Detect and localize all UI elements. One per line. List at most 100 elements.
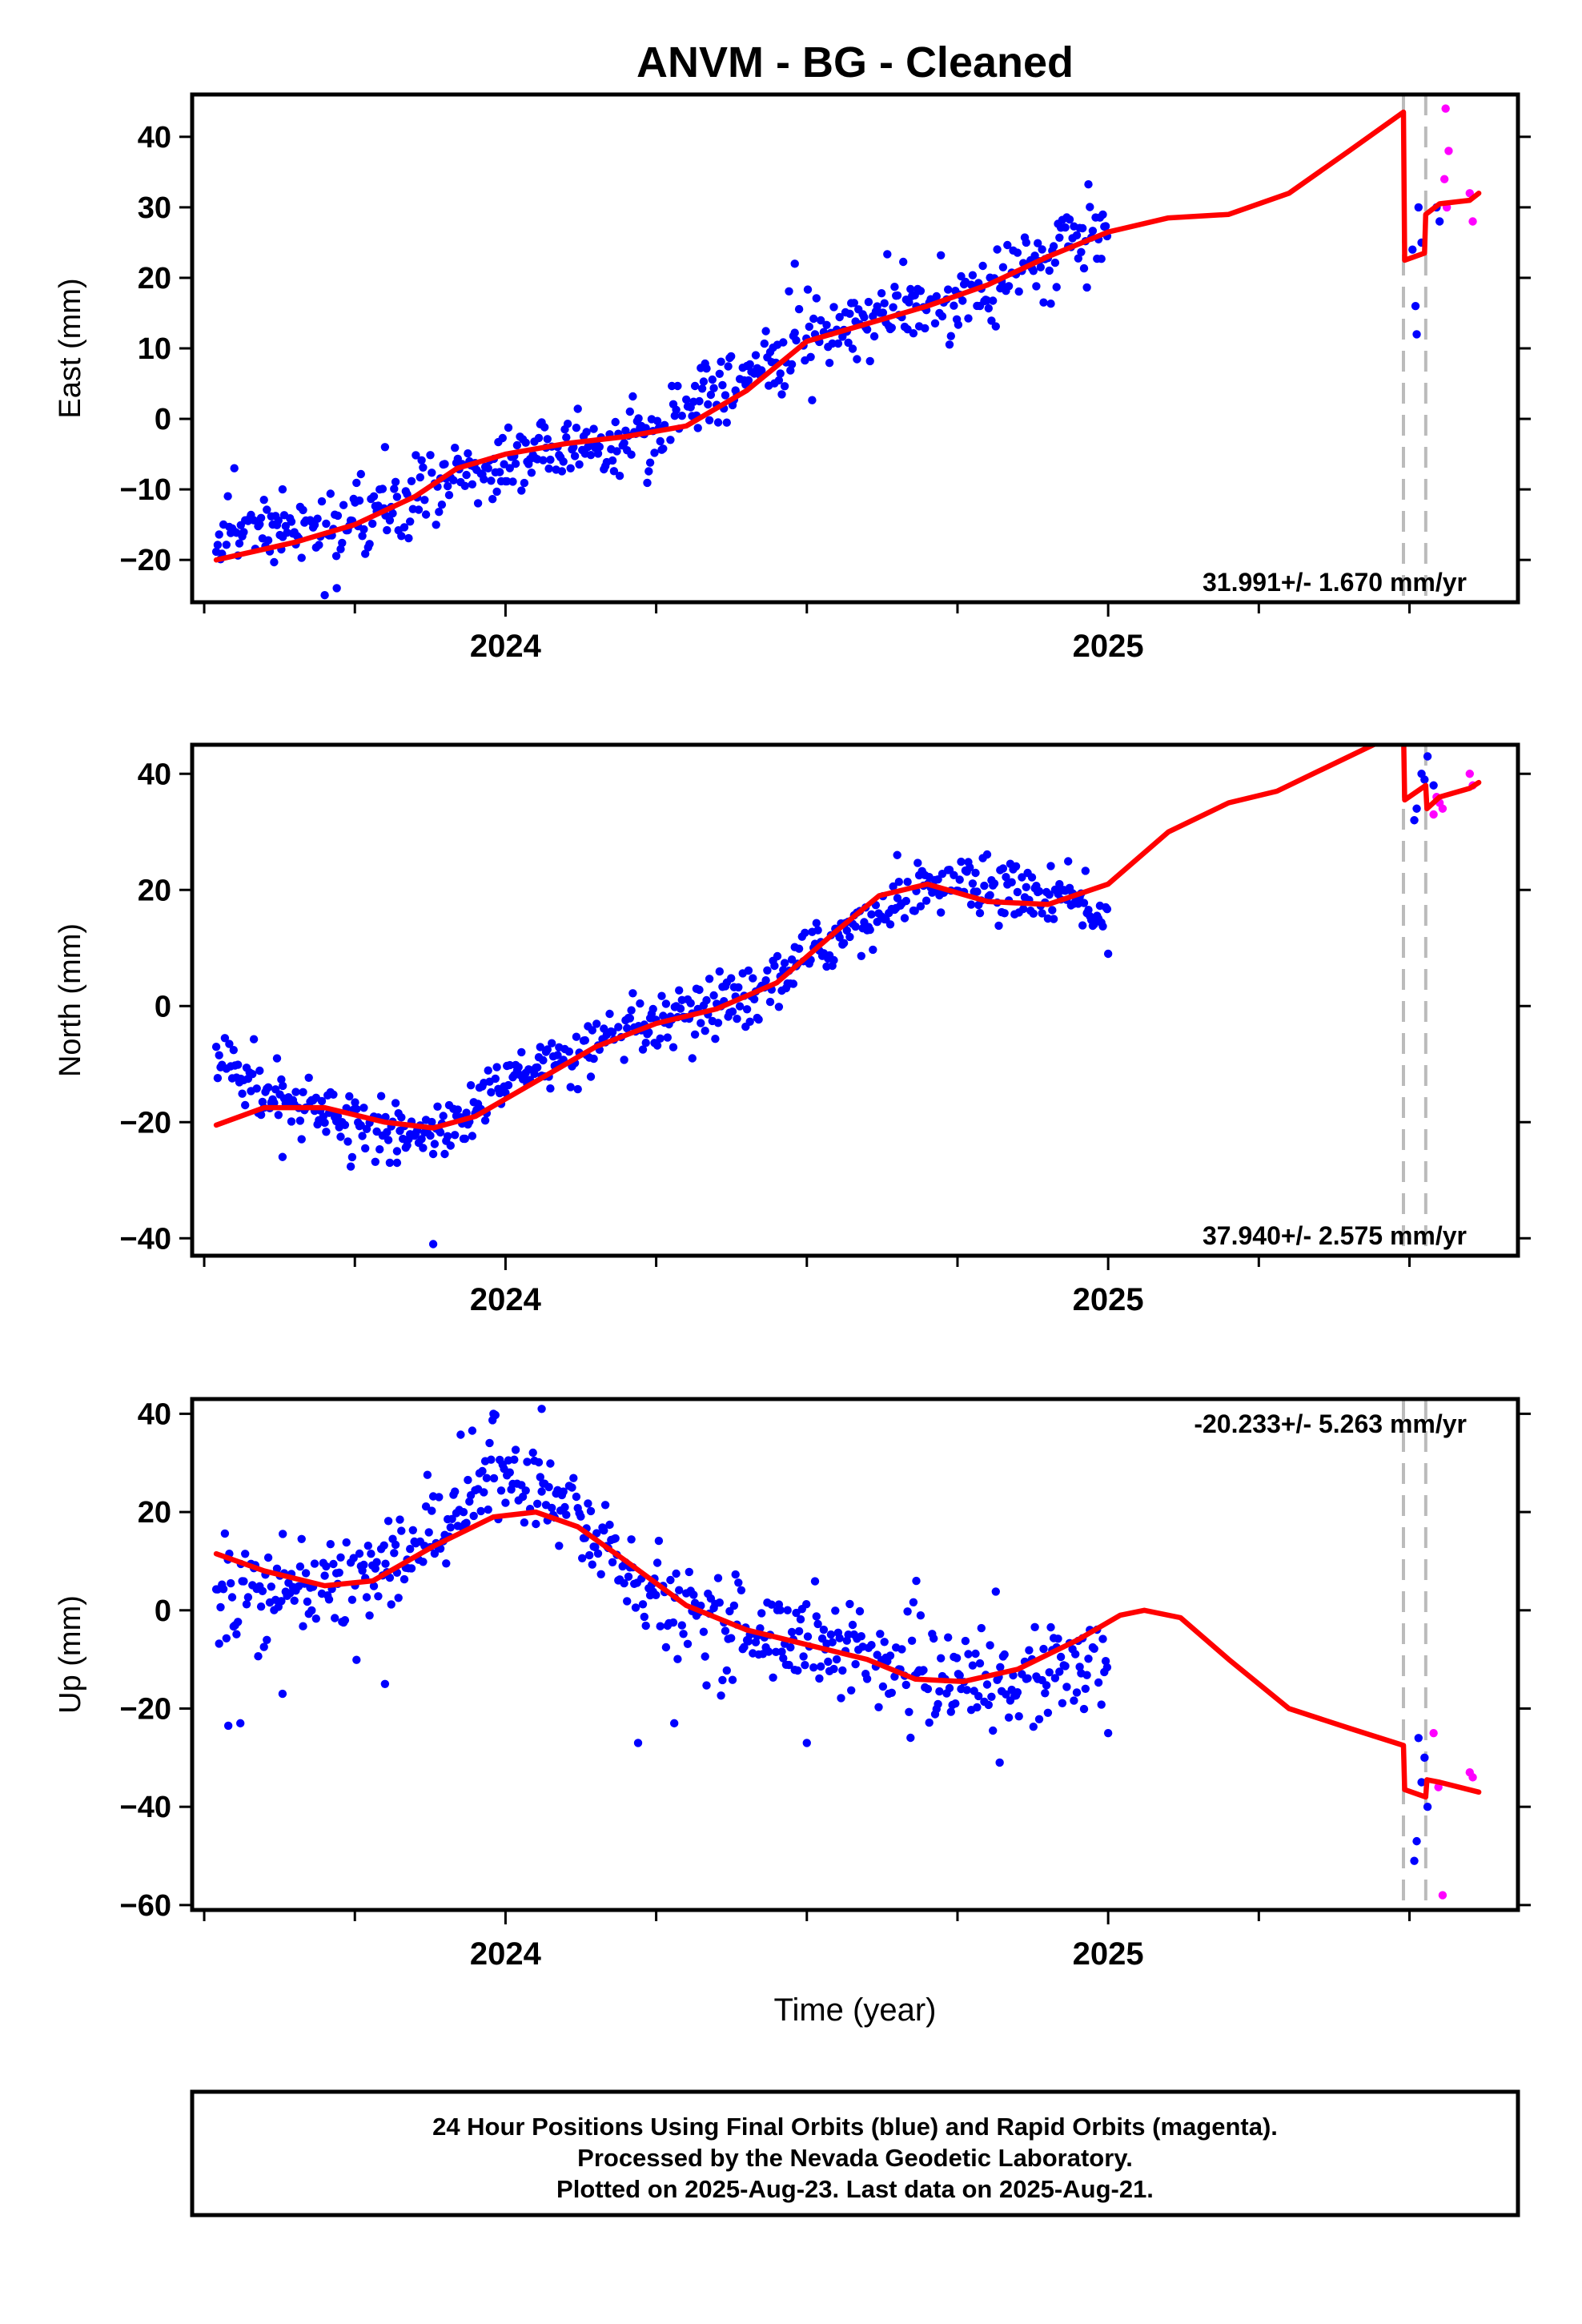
y-tick-label: −20 (120, 1106, 171, 1140)
final-point (697, 1019, 705, 1027)
final-point (1079, 263, 1089, 273)
final-point (786, 1642, 795, 1652)
final-point (440, 460, 449, 468)
final-point (1046, 1622, 1055, 1632)
final-point (1034, 887, 1044, 896)
final-point (326, 489, 335, 498)
final-point (644, 1027, 653, 1037)
final-point (222, 541, 231, 549)
final-point (444, 491, 454, 500)
final-point (644, 467, 653, 476)
final-point (803, 1632, 813, 1641)
final-point (828, 339, 837, 348)
final-point (656, 1622, 665, 1630)
axes-frame (190, 1397, 1520, 1912)
final-point (996, 1663, 1005, 1671)
final-point (1050, 1674, 1060, 1683)
final-point (1054, 1634, 1062, 1643)
final-point (478, 1466, 487, 1476)
final-point (555, 1542, 564, 1550)
final-point (299, 1088, 307, 1097)
final-point (715, 1598, 724, 1607)
final-point (1058, 1699, 1067, 1707)
final-point (961, 1636, 970, 1646)
final-point (907, 1636, 917, 1645)
final-point (873, 302, 881, 311)
final-point (853, 355, 861, 364)
final-point (913, 858, 922, 867)
final-point (573, 1084, 582, 1094)
final-point (400, 1574, 409, 1584)
final-point (1084, 1655, 1093, 1663)
final-point (777, 390, 786, 399)
final-point (456, 1430, 465, 1439)
final-point (761, 327, 770, 336)
final-point (437, 501, 447, 509)
final-point (899, 257, 908, 267)
final-point (934, 875, 942, 884)
final-point (1046, 300, 1055, 308)
final-point (592, 1019, 601, 1028)
final-point (673, 381, 682, 391)
final-point (322, 1128, 331, 1136)
final-point (973, 1703, 982, 1712)
rapid-point (1465, 770, 1474, 778)
final-point (733, 1015, 741, 1023)
final-point (1079, 1704, 1089, 1714)
final-point (596, 1570, 605, 1579)
final-point (705, 975, 714, 983)
final-point (735, 1002, 745, 1011)
final-point (274, 1111, 283, 1120)
final-point (1098, 922, 1107, 931)
final-point (235, 539, 244, 548)
final-point (877, 289, 886, 298)
final-point (757, 366, 766, 375)
final-point (600, 1501, 610, 1510)
final-point (627, 1006, 636, 1015)
final-point (238, 1089, 247, 1098)
final-point (934, 1699, 942, 1709)
final-point (885, 1651, 895, 1660)
final-point (689, 1590, 698, 1599)
footer-line-3: Plotted on 2025-Aug-23. Last data on 202… (556, 2175, 1154, 2203)
final-point (718, 380, 727, 390)
final-point (905, 298, 913, 307)
final-point (358, 1132, 367, 1140)
final-point (887, 324, 897, 332)
final-point (906, 284, 915, 294)
final-point (464, 1475, 472, 1485)
final-point (709, 384, 718, 392)
final-point (661, 999, 671, 1008)
final-point (803, 285, 813, 294)
final-outlier-point (1103, 949, 1113, 959)
final-point (1056, 1652, 1066, 1662)
final-outlier-point (790, 259, 799, 268)
final-point (1420, 775, 1429, 784)
final-outlier-point (380, 1679, 390, 1689)
final-point (213, 541, 223, 549)
final-point (611, 417, 620, 427)
final-point (652, 1558, 662, 1567)
final-point (887, 1688, 897, 1697)
final-point (338, 538, 347, 548)
y-tick-label: −10 (120, 473, 171, 507)
final-point (638, 1600, 648, 1609)
rapid-point (1468, 1773, 1477, 1782)
final-point (1013, 248, 1022, 257)
final-point (428, 468, 436, 477)
final-point (677, 1621, 686, 1630)
final-point (903, 878, 912, 887)
final-point (359, 525, 368, 534)
final-point (612, 447, 621, 456)
final-point (1070, 1696, 1078, 1705)
final-point (699, 1627, 709, 1636)
final-point (1039, 298, 1048, 307)
final-outlier-point (236, 1719, 245, 1728)
final-point (966, 900, 976, 909)
x-axis: 2024 2025 (203, 602, 1411, 664)
final-point (777, 1647, 786, 1656)
final-point (1098, 1634, 1107, 1643)
y-tick-label: 40 (138, 1397, 171, 1431)
final-point (419, 1558, 428, 1566)
